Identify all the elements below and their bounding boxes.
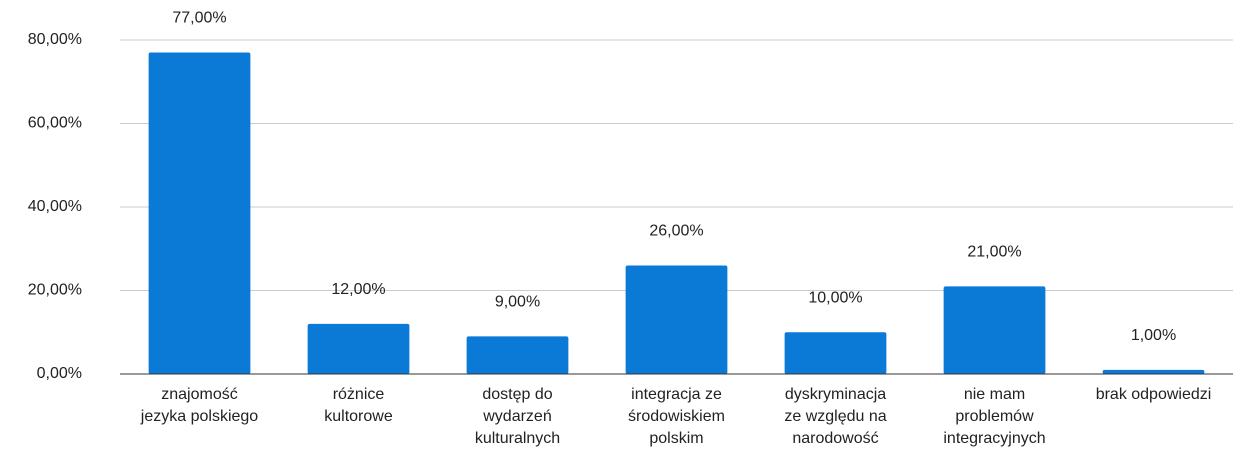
x-tick-label: brak odpowiedzi <box>1095 386 1212 403</box>
value-label: 12,00% <box>331 281 385 298</box>
x-tick-label-box: różnice kultorowe <box>324 386 393 425</box>
x-tick-label-box: brak odpowiedzi <box>1095 386 1212 403</box>
y-tick-label: 40,00% <box>28 198 82 215</box>
x-tick-label: różnice kultorowe <box>324 386 393 425</box>
y-tick-label: 80,00% <box>28 31 82 48</box>
bar <box>943 286 1046 374</box>
bar <box>1102 369 1205 374</box>
value-label: 21,00% <box>967 244 1021 261</box>
y-tick-label: 20,00% <box>28 282 82 299</box>
y-tick-label: 0,00% <box>37 365 82 382</box>
y-tick-label: 60,00% <box>28 115 82 132</box>
x-tick-label-box: dyskryminacja ze względu na narodowość <box>784 386 887 447</box>
bar <box>625 265 728 374</box>
bar <box>784 332 887 374</box>
bar <box>148 52 251 375</box>
value-label: 77,00% <box>172 10 226 27</box>
x-tick-label-box: nie mam problemów integracyjnych <box>943 386 1046 447</box>
x-tick-label: znajomość jezyka polskiego <box>140 386 259 425</box>
x-tick-label: integracja ze środowiskiem polskim <box>628 386 725 447</box>
bar <box>307 323 410 374</box>
x-tick-label-box: integracja ze środowiskiem polskim <box>628 386 725 447</box>
value-label: 10,00% <box>808 289 862 306</box>
value-label: 1,00% <box>1131 327 1176 344</box>
x-tick-label: nie mam problemów integracyjnych <box>943 386 1046 447</box>
x-tick-label-box: znajomość jezyka polskiego <box>140 386 259 425</box>
value-label: 26,00% <box>649 223 703 240</box>
x-tick-label: dyskryminacja ze względu na narodowość <box>784 386 887 447</box>
value-label: 9,00% <box>495 294 540 311</box>
x-tick-label: dostęp do wydarzeń kulturalnych <box>474 386 561 447</box>
bar <box>466 336 569 374</box>
x-tick-label-box: dostęp do wydarzeń kulturalnych <box>474 386 561 447</box>
